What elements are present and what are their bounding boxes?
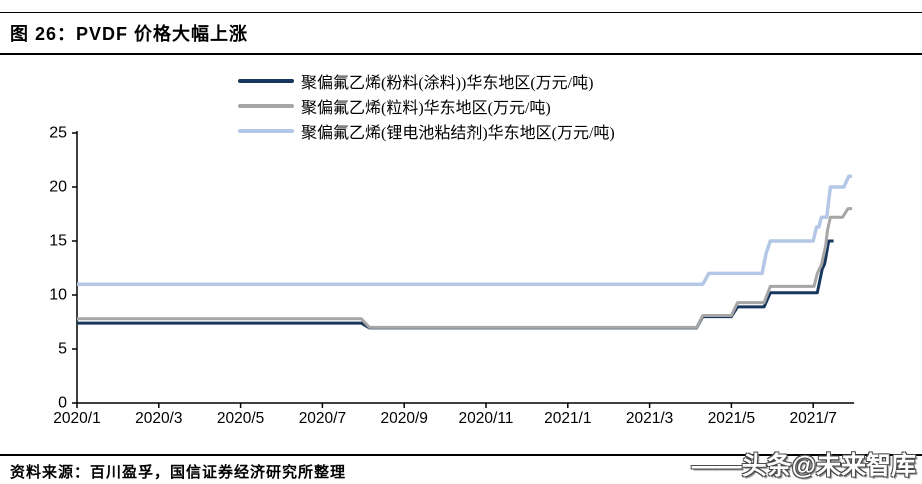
toutiao-watermark: ——头条@未来智库 <box>691 452 916 480</box>
x-tick-label: 2020/11 <box>459 410 514 427</box>
x-tick-label: 2021/7 <box>789 410 836 427</box>
top-rule <box>0 12 922 13</box>
legend-label-0: 聚偏氟乙烯(粉料(涂料))华东地区(万元/吨) <box>301 74 594 92</box>
x-tick-label: 2020/5 <box>217 410 264 427</box>
source-note: 资料来源：百川盈孚，国信证券经济研究所整理 <box>10 465 347 481</box>
chart-legend: 聚偏氟乙烯(粉料(涂料))华东地区(万元/吨) 聚偏氟乙烯(粒料)华东地区(万元/… <box>238 68 615 143</box>
y-tick-label: 20 <box>49 179 67 196</box>
x-tick-label: 2021/5 <box>708 410 755 427</box>
series-line-2 <box>77 174 853 286</box>
y-tick-label: 25 <box>49 125 67 142</box>
x-tick-label: 2021/1 <box>544 410 591 427</box>
x-tick-label: 2020/3 <box>135 410 182 427</box>
legend-item-1: 聚偏氟乙烯(粒料)华东地区(万元/吨) <box>238 93 615 118</box>
footer-rule <box>0 454 922 456</box>
y-tick-label: 0 <box>58 395 67 412</box>
x-tick-label: 2020/7 <box>299 410 346 427</box>
legend-label-2: 聚偏氟乙烯(锂电池粘结剂)华东地区(万元/吨) <box>301 124 615 142</box>
x-tick-label: 2020/1 <box>53 410 100 427</box>
series-line-1 <box>77 207 853 329</box>
figure-title: 图 26：PVDF 价格大幅上涨 <box>10 24 249 44</box>
legend-item-2: 聚偏氟乙烯(锂电池粘结剂)华东地区(万元/吨) <box>238 118 615 143</box>
legend-swatch-0 <box>238 78 294 83</box>
legend-swatch-1 <box>238 103 294 108</box>
x-tick-label: 2020/9 <box>380 410 427 427</box>
legend-item-0: 聚偏氟乙烯(粉料(涂料))华东地区(万元/吨) <box>238 68 615 93</box>
legend-swatch-2 <box>238 128 294 133</box>
legend-label-1: 聚偏氟乙烯(粒料)华东地区(万元/吨) <box>301 99 551 117</box>
y-tick-label: 10 <box>49 287 67 304</box>
title-underline-rule <box>0 53 922 55</box>
x-tick-label: 2021/3 <box>626 410 673 427</box>
y-tick-label: 15 <box>49 233 67 250</box>
y-tick-label: 5 <box>58 341 67 358</box>
